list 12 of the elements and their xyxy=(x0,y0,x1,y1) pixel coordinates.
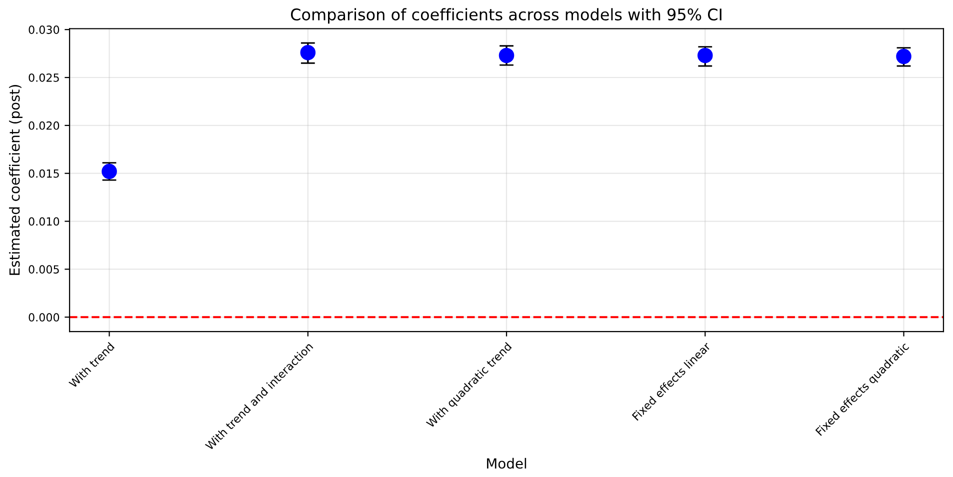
point xyxy=(300,44,316,60)
y-tick-label: 0.010 xyxy=(28,217,60,226)
y-tick-label: 0.025 xyxy=(28,73,59,82)
y-tick-label: 0.000 xyxy=(28,313,60,322)
x-axis-title: Model xyxy=(487,458,526,469)
y-tick-label: 0.005 xyxy=(28,265,59,274)
y-axis-title: Estimated coefficient (post) xyxy=(9,85,22,275)
chart-title: Comparison of coefficients across models with 95% CI xyxy=(290,8,722,24)
y-tick-label: 0.030 xyxy=(28,26,60,34)
point xyxy=(697,48,713,64)
y-tick-label: 0.020 xyxy=(28,121,60,130)
y-tick-label: 0.015 xyxy=(28,169,59,178)
